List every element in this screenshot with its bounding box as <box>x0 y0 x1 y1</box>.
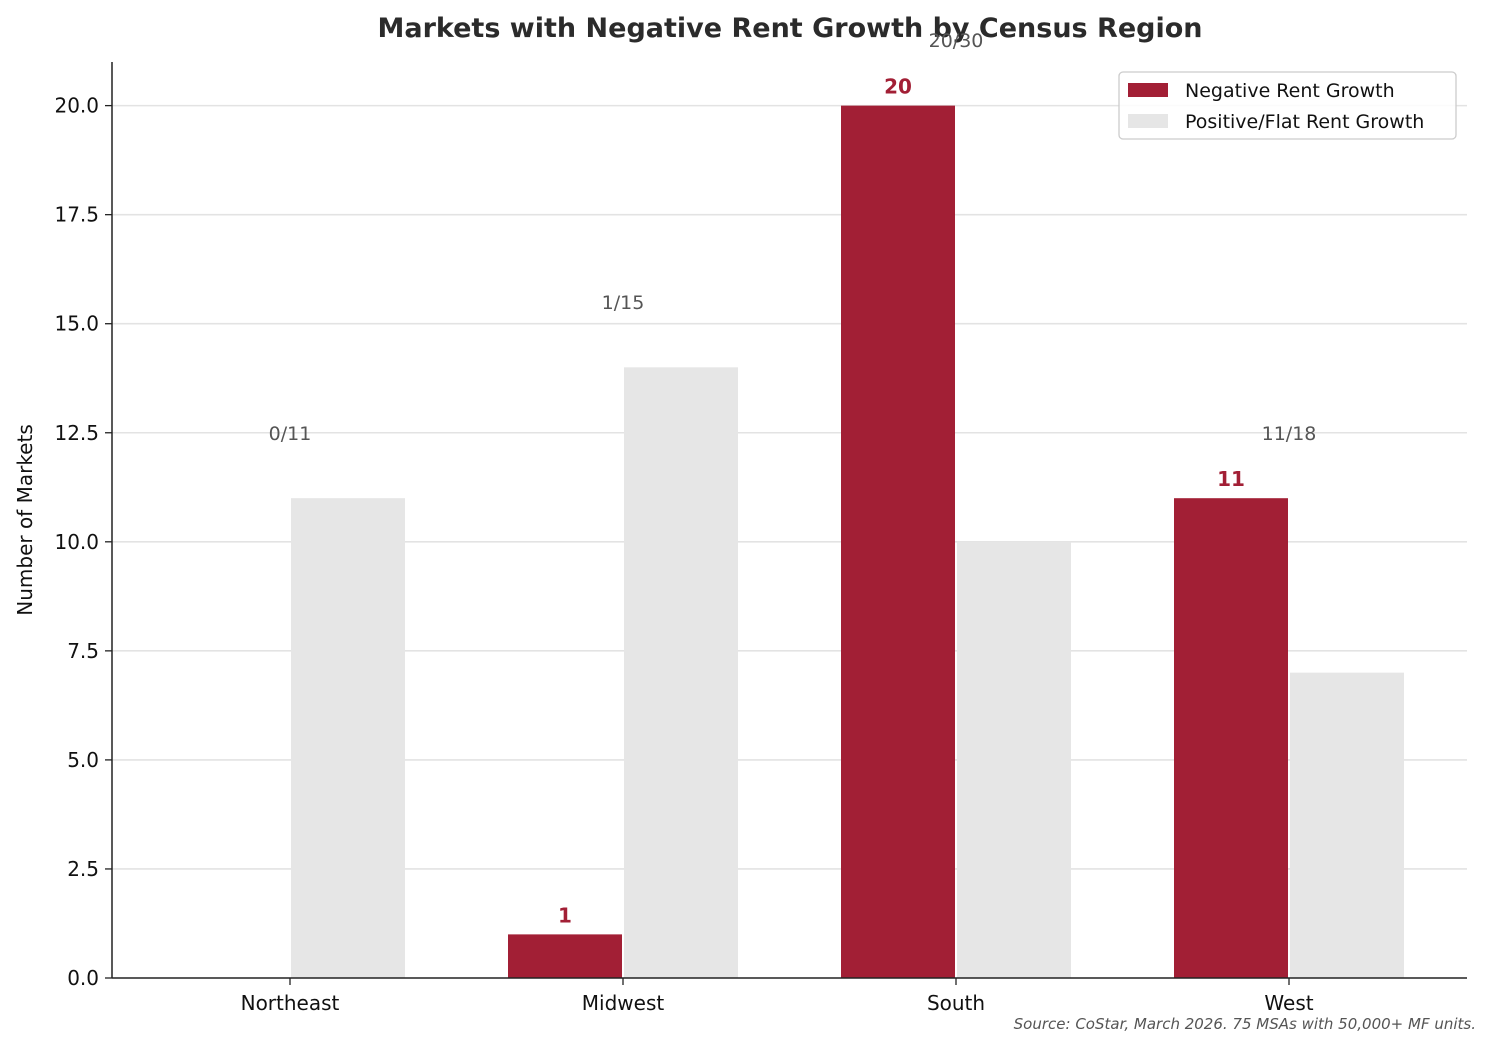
bar-value-label: 1 <box>558 903 572 927</box>
bar-value-label: 11 <box>1217 467 1245 491</box>
negative-bar-south <box>841 105 955 979</box>
x-tick-label: West <box>1264 991 1313 1015</box>
x-tick-label: South <box>927 991 985 1015</box>
y-tick-label: 15.0 <box>54 312 99 336</box>
y-axis-label: Number of Markets <box>13 424 37 616</box>
x-tick-label: Midwest <box>582 991 665 1015</box>
y-tick-label: 0.0 <box>67 966 99 990</box>
positive-bar-west <box>1290 672 1404 978</box>
bars <box>291 105 1404 979</box>
x-axis-ticks: Northeast Midwest South West <box>241 978 1314 1015</box>
bar-value-label: 20 <box>884 75 912 99</box>
ratio-label: 0/11 <box>269 423 312 445</box>
x-tick-label: Northeast <box>241 991 340 1015</box>
positive-bar-south <box>957 541 1071 978</box>
negative-bar-midwest <box>508 934 622 978</box>
ratio-label: 11/18 <box>1262 423 1317 445</box>
negative-bar-west <box>1174 498 1288 978</box>
positive-bar-northeast <box>291 498 405 978</box>
y-tick-label: 7.5 <box>67 639 99 663</box>
legend-swatch <box>1128 114 1168 128</box>
legend-label: Negative Rent Growth <box>1185 80 1395 102</box>
y-tick-label: 17.5 <box>54 203 99 227</box>
legend: Negative Rent Growth Positive/Flat Rent G… <box>1118 71 1457 140</box>
legend-swatch <box>1128 83 1168 97</box>
source-note: Source: CoStar, March 2026. 75 MSAs with… <box>1014 1015 1476 1033</box>
legend-label: Positive/Flat Rent Growth <box>1185 111 1424 133</box>
chart-title: Markets with Negative Rent Growth by Cen… <box>377 13 1202 44</box>
ratio-label: 20/30 <box>929 30 984 52</box>
y-tick-label: 2.5 <box>67 857 99 881</box>
y-tick-label: 10.0 <box>54 530 99 554</box>
positive-bar-midwest <box>624 367 738 978</box>
y-tick-label: 5.0 <box>67 748 99 772</box>
y-axis-ticks: 0.0 2.5 5.0 7.5 10.0 12.5 15.0 17.5 20.0 <box>54 94 112 990</box>
y-tick-label: 20.0 <box>54 94 99 118</box>
data-labels: 1 20 11 0/11 1/15 20/30 11/18 <box>269 30 1317 927</box>
legend-box <box>1118 71 1457 140</box>
y-tick-label: 12.5 <box>54 421 99 445</box>
ratio-label: 1/15 <box>602 292 645 314</box>
